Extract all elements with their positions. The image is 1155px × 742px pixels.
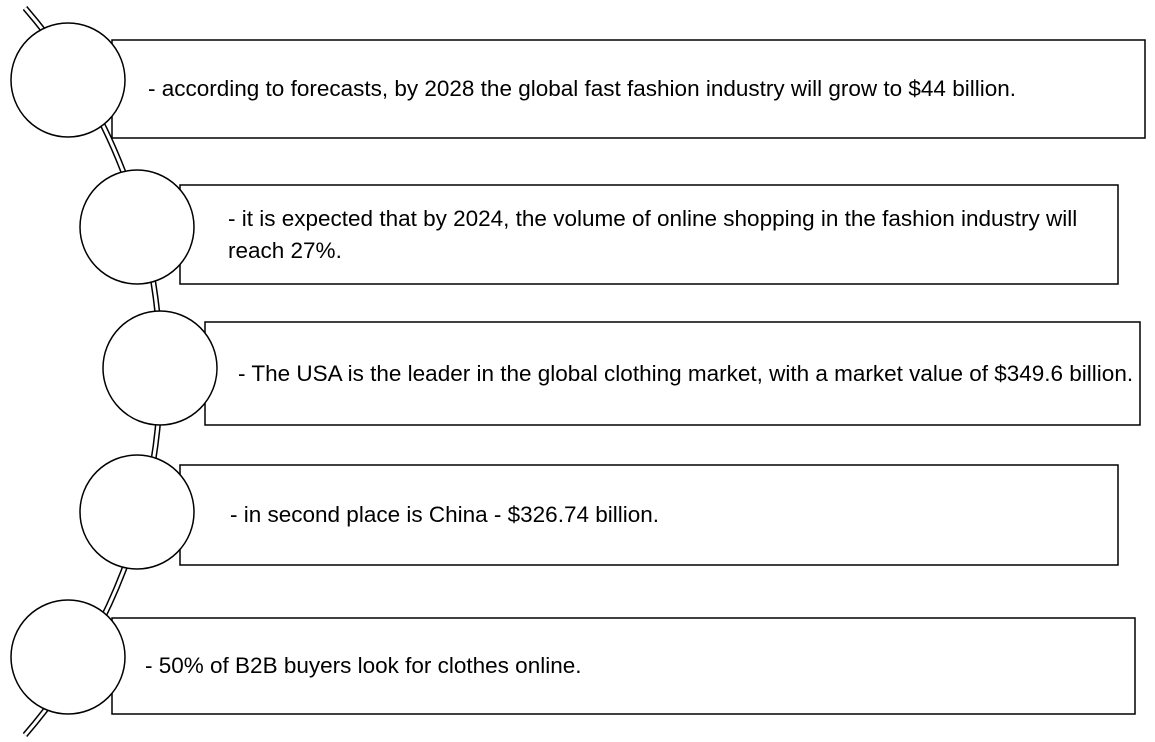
item-box bbox=[179, 184, 1119, 285]
item-circle bbox=[79, 454, 195, 570]
item-text: - in second place is China - $326.74 bil… bbox=[230, 502, 660, 527]
item-circle bbox=[10, 599, 126, 715]
item-text: - The USA is the leader in the global cl… bbox=[238, 360, 1134, 386]
item-circle bbox=[10, 22, 126, 138]
item-text: - it is expected that by 2024, the volum… bbox=[228, 205, 1078, 263]
item-text: - 50% of B2B buyers look for clothes onl… bbox=[145, 653, 582, 678]
item-circle bbox=[102, 310, 218, 426]
item-box bbox=[179, 464, 1119, 566]
item-text: - according to forecasts, by 2028 the gl… bbox=[148, 76, 1016, 101]
item-box bbox=[111, 617, 1136, 715]
item-circle bbox=[79, 169, 195, 285]
